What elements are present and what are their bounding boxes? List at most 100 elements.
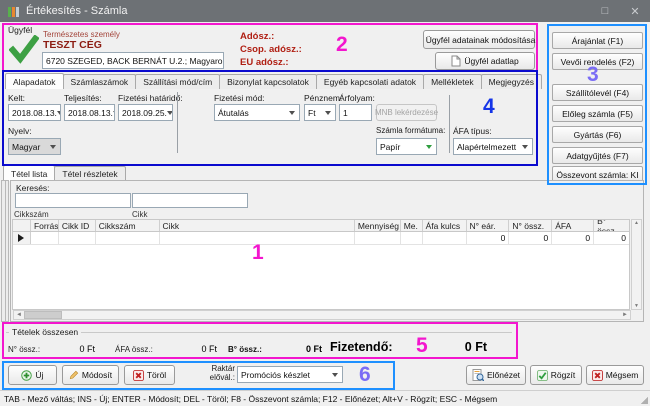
arfolyam-input[interactable] — [339, 104, 372, 121]
search-cikk-input[interactable] — [132, 193, 248, 208]
form-divider — [449, 95, 450, 153]
table-row[interactable]: 0 0 0 0 — [13, 232, 629, 245]
delete-item-label: Töröl — [146, 370, 167, 380]
column-header-afa[interactable]: ÁFA — [552, 220, 595, 231]
side-button-arajanlat[interactable]: Árajánlat (F1) — [552, 32, 643, 49]
nyelv-select[interactable]: Magyar — [8, 138, 61, 155]
table-header-row: Forrás Cikk ID Cikkszám Cikk Mennyiség M… — [13, 220, 629, 232]
cancel-x-icon — [591, 369, 603, 381]
side-button-label: Adatgyűjtés (F7) — [566, 150, 629, 161]
kelt-date-select[interactable]: 2018.08.13. — [8, 104, 61, 121]
payable-value: 0 Ft — [464, 340, 487, 354]
cancel-button[interactable]: Mégsem — [586, 365, 644, 385]
side-button-label: Összevont számla: KI — [556, 169, 639, 180]
afa-tipus-select[interactable]: Alapértelmezett — [453, 138, 533, 155]
tab-szamlaszamok[interactable]: Számlaszámok — [62, 74, 137, 89]
warehouse-label: Raktár elővál.: — [209, 364, 235, 382]
column-header-b-ossz[interactable]: B° össz. — [597, 220, 617, 231]
vertical-scrollbar[interactable]: ▲ ▼ — [631, 219, 642, 310]
column-header-n-ossz[interactable]: N° össz. — [509, 220, 553, 231]
client-datasheet-label: Ügyfél adatlap — [464, 56, 519, 66]
client-address-value: 6720 SZEGED, BACK BERNÁT U.2.; Magyarors… — [46, 55, 223, 66]
net-total-label: N° össz.: — [8, 345, 41, 354]
side-button-label: Előleg számla (F5) — [562, 108, 633, 119]
chevron-down-icon — [289, 110, 295, 115]
delete-item-button[interactable]: Töröl — [124, 365, 175, 385]
chevron-down-icon — [332, 372, 338, 377]
column-header-cikk-id[interactable]: Cikk ID — [59, 220, 96, 231]
side-button-gyartas[interactable]: Gyártás (F6) — [552, 126, 643, 143]
tab-bizonylat-kapcsolatok[interactable]: Bizonylat kapcsolatok — [219, 74, 317, 89]
page-icon — [451, 55, 461, 67]
chevron-down-icon — [166, 110, 172, 115]
client-address-select[interactable]: 6720 SZEGED, BACK BERNÁT U.2.; Magyarors… — [42, 52, 224, 69]
client-datasheet-button[interactable]: Ügyfél adatlap — [435, 52, 535, 70]
teljesites-label: Teljesítés: — [64, 93, 102, 103]
item-tabstrip: Tétel lista Tétel részletek — [3, 165, 126, 181]
chevron-down-icon — [522, 144, 528, 149]
column-header-cikkszam[interactable]: Cikkszám — [96, 220, 160, 231]
formatum-value: Papír — [380, 141, 401, 152]
scroll-down-icon: ▼ — [634, 303, 639, 309]
column-header-mennyiseg[interactable]: Mennyiség — [355, 220, 401, 231]
tab-szallitasi-mod[interactable]: Szállítási mód/cím — [135, 74, 221, 89]
column-header-afa-kulcs[interactable]: Áfa kulcs — [423, 220, 467, 231]
title-bar: Értékesítés - Számla □ ✕ — [0, 0, 650, 22]
totals-group-label: Tételek összesen — [9, 327, 82, 337]
hatarido-date-select[interactable]: 2018.09.25. — [118, 104, 173, 121]
payable-label: Fizetendő: — [330, 340, 393, 354]
search-cikkszam-input[interactable] — [15, 193, 131, 208]
nyelv-value: Magyar — [12, 141, 41, 152]
side-button-adatgyujtes[interactable]: Adatgyűjtés (F7) — [552, 147, 643, 164]
check-icon — [536, 369, 548, 381]
cancel-label: Mégsem — [605, 370, 639, 380]
side-button-vevoi-rendeles[interactable]: Vevői rendelés (F2) — [552, 53, 643, 70]
tax-number-label: Adósz.: — [240, 31, 275, 42]
tab-megjegyzes[interactable]: Megjegyzés — [480, 74, 542, 89]
cell-n-ear: 0 — [467, 232, 510, 244]
modify-item-button[interactable]: Módosít — [62, 365, 119, 385]
horizontal-scrollbar[interactable]: ◄ ► — [13, 310, 631, 320]
scrollbar-thumb[interactable] — [23, 311, 62, 319]
side-button-label: Szállítólevél (F4) — [565, 87, 630, 98]
tab-mellekletek[interactable]: Mellékletek — [423, 74, 482, 89]
plus-icon — [21, 369, 33, 381]
side-button-szallitolevel[interactable]: Szállítólevél (F4) — [552, 84, 643, 101]
splitter-handle[interactable] — [1, 180, 9, 322]
close-icon[interactable]: ✕ — [630, 5, 640, 18]
item-table: Forrás Cikk ID Cikkszám Cikk Mennyiség M… — [12, 219, 630, 310]
fizetesi-mod-select[interactable]: Átutalás — [214, 104, 300, 121]
eu-tax-label: EU adósz.: — [240, 57, 289, 68]
mnb-query-label: MNB lekérdezése — [374, 108, 439, 117]
formatum-select[interactable]: Papír — [376, 138, 437, 155]
vat-total-value: 0 Ft — [201, 344, 217, 354]
column-header-cikk[interactable]: Cikk — [160, 220, 355, 231]
tab-tetel-reszletek[interactable]: Tétel részletek — [54, 166, 126, 181]
chevron-down-icon — [325, 110, 331, 115]
side-button-eloleg-szamla[interactable]: Előleg számla (F5) — [552, 105, 643, 122]
new-item-button[interactable]: Új — [8, 365, 57, 385]
resize-grip[interactable] — [640, 396, 648, 404]
modify-item-label: Módosít — [81, 370, 113, 380]
client-edit-button[interactable]: Ügyfél adatainak módosítása — [423, 30, 535, 49]
row-selector-cell[interactable] — [13, 232, 31, 244]
pencil-icon — [69, 370, 79, 380]
tab-egyeb-kapcsolati-adatok[interactable]: Egyéb kapcsolati adatok — [315, 74, 425, 89]
tab-tetel-lista[interactable]: Tétel lista — [3, 165, 56, 181]
column-header-n-ear[interactable]: N° eár. — [467, 220, 510, 231]
column-header-me[interactable]: Me. — [401, 220, 423, 231]
teljesites-date-select[interactable]: 2018.08.13. — [64, 104, 115, 121]
tab-alapadatok[interactable]: Alapadatok — [5, 73, 64, 89]
column-header-forras[interactable]: Forrás — [31, 220, 59, 231]
scroll-up-icon: ▲ — [634, 220, 639, 226]
warehouse-select[interactable]: Promóciós készlet — [237, 366, 343, 383]
afa-tipus-label: ÁFA típus: — [453, 126, 492, 136]
preview-button[interactable]: Előnézet — [466, 365, 526, 385]
save-button[interactable]: Rögzít — [530, 365, 582, 385]
hatarido-value: 2018.09.25. — [122, 107, 167, 118]
penznem-select[interactable]: Ft — [304, 104, 336, 121]
maximize-icon[interactable]: □ — [601, 5, 609, 17]
mnb-query-button[interactable]: MNB lekérdezése — [374, 104, 439, 121]
formatum-label: Számla formátuma: — [376, 126, 446, 135]
